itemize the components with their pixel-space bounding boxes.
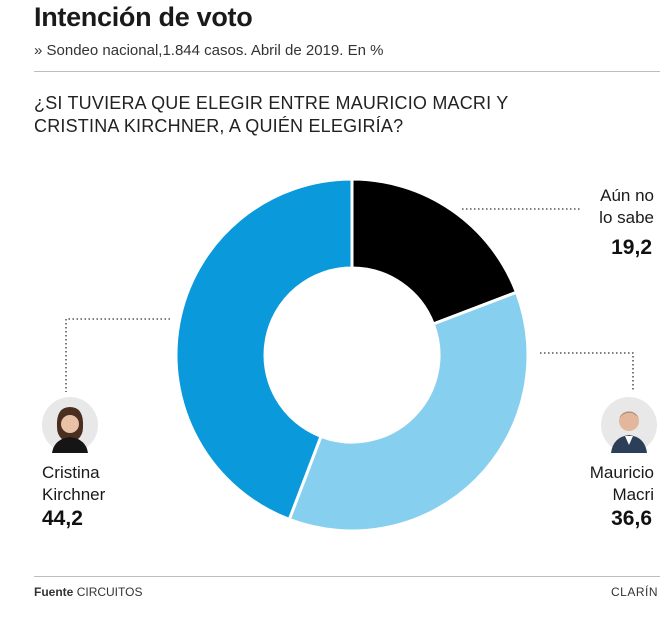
leader-line-kirchner [65,318,170,392]
label-macri-line2: Macri [612,485,654,504]
survey-question: ¿SI TUVIERA QUE ELEGIR ENTRE MAURICIO MA… [34,93,509,136]
brand-label: CLARÍN [610,585,658,599]
value-cristina-kirchner: 44,2 [42,507,83,530]
donut-slice-1 [287,290,530,533]
donut-slice-0 [350,177,519,326]
value-aun-no-sabe: 19,2 [611,236,652,259]
label-aun-no-sabe: Aún no lo sabe [540,185,654,229]
kirchner-avatar-icon [42,397,98,453]
label-kirchner-line1: Cristina [42,463,100,482]
macri-avatar-icon [601,397,657,453]
leader-line-macri [540,352,634,390]
label-aun-no-sabe-line1: Aún no [600,186,654,205]
source-line: Fuente CIRCUITOS [34,585,142,599]
donut-slice-2 [174,177,354,522]
label-macri-line1: Mauricio [589,463,654,482]
label-cristina-kirchner: Cristina Kirchner [42,462,162,506]
chart-subtitle: » Sondeo nacional,1.844 casos. Abril de … [34,42,384,59]
value-mauricio-macri: 36,6 [611,507,652,530]
top-divider [34,71,660,72]
label-mauricio-macri: Mauricio Macri [540,462,654,506]
label-aun-no-sabe-line2: lo sabe [599,208,654,227]
bottom-divider [34,576,660,577]
chart-title: Intención de voto [34,2,253,32]
donut-slices [174,177,530,533]
leader-lines [65,208,634,392]
source-label: Fuente [34,585,74,599]
label-kirchner-line2: Kirchner [42,485,106,504]
source-value: CIRCUITOS [76,585,143,599]
